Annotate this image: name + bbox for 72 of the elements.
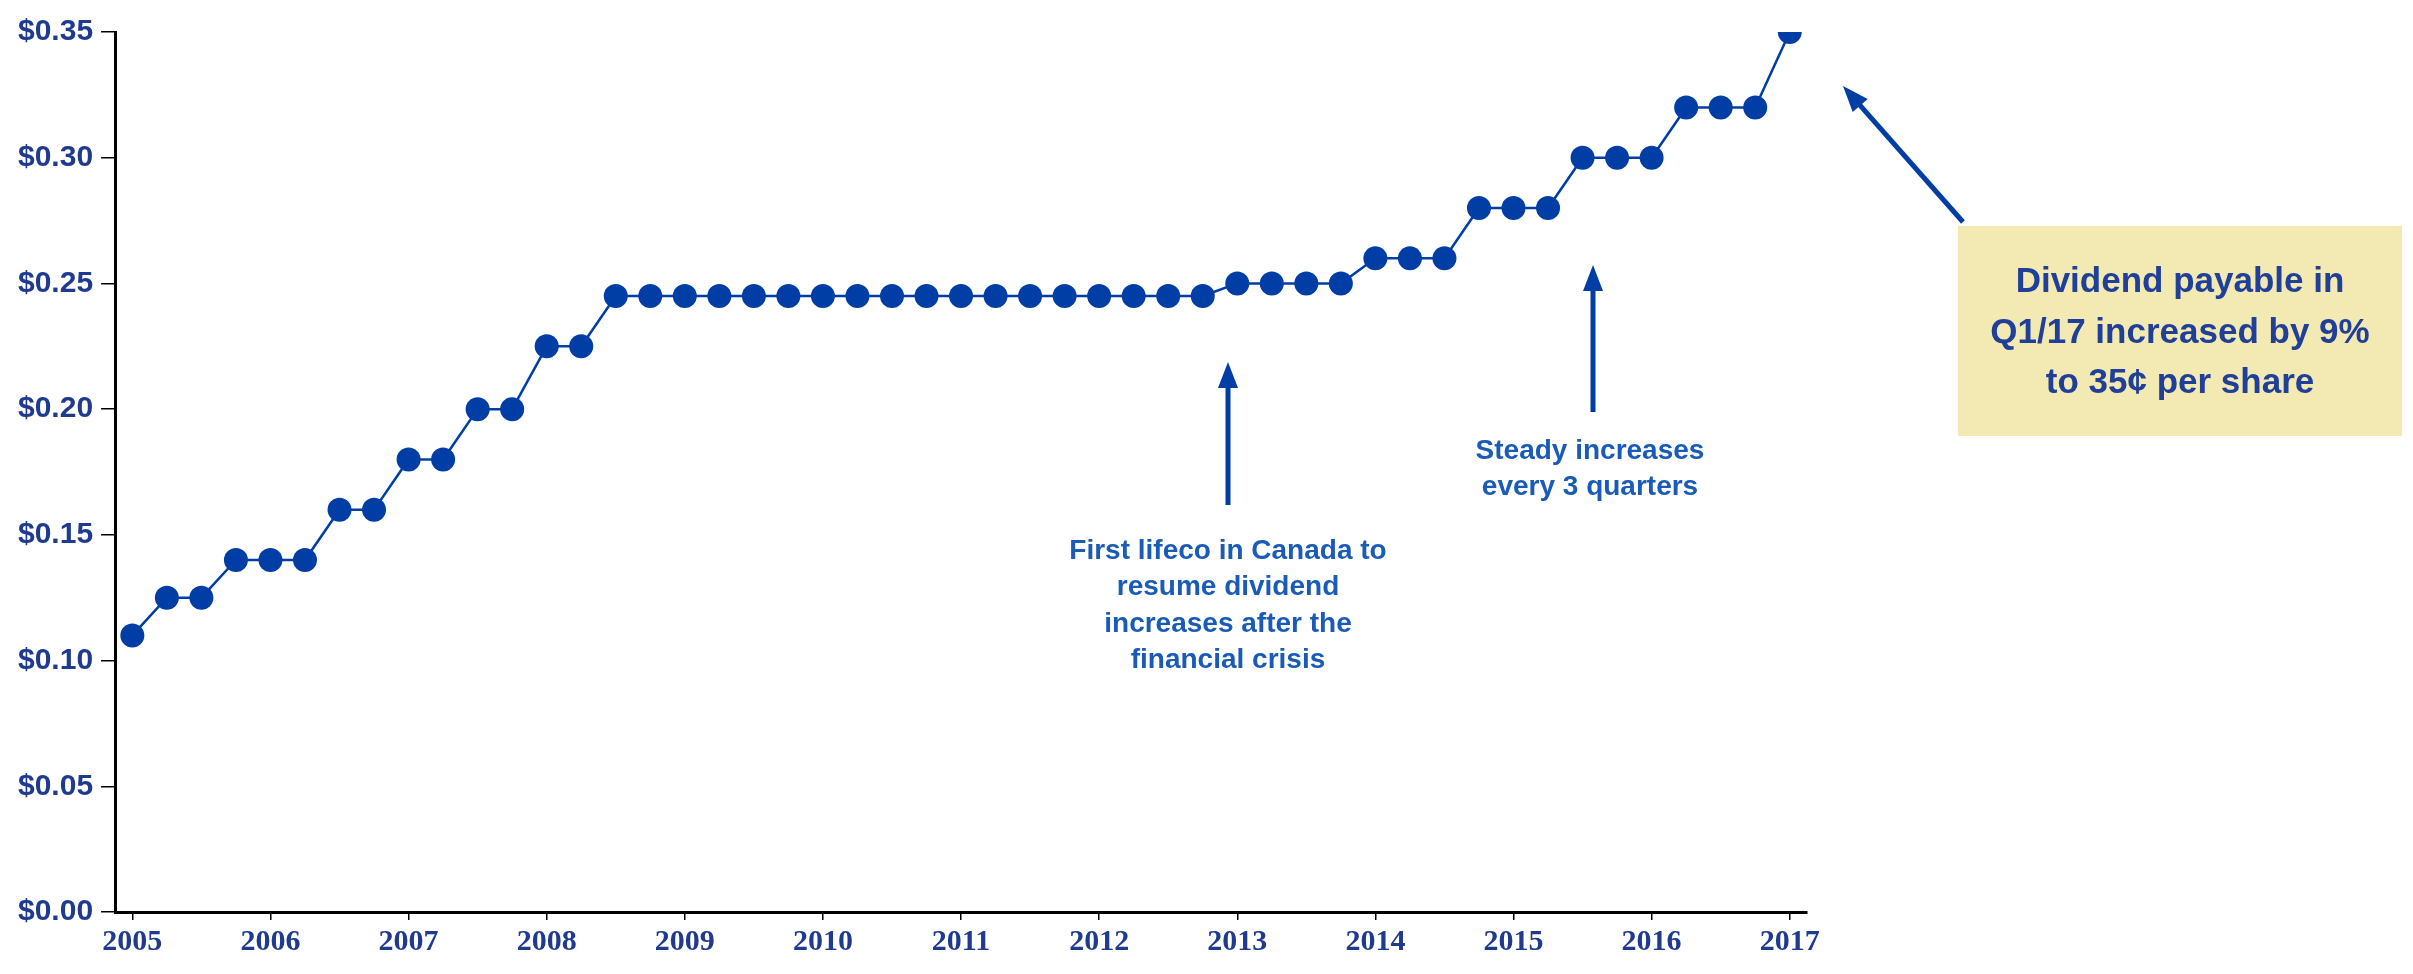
- x-tick-label: 2007: [378, 922, 439, 956]
- point: [1259, 271, 1284, 296]
- point: [258, 548, 283, 572]
- x-tick-label: 2017: [1759, 922, 1820, 956]
- point: [569, 334, 594, 359]
- point: [949, 284, 974, 308]
- y-tick-label: $0.00: [18, 893, 94, 927]
- point: [707, 284, 732, 308]
- point: [672, 284, 697, 308]
- point: [500, 397, 525, 422]
- x-tick-label: 2016: [1621, 922, 1682, 956]
- point: [776, 284, 801, 308]
- point: [1190, 284, 1215, 308]
- y-tick-label: $0.30: [18, 138, 94, 172]
- x-tick-label: 2011: [931, 922, 991, 956]
- point: [465, 397, 490, 422]
- point: [223, 548, 248, 572]
- point: [534, 334, 559, 359]
- point: [189, 585, 214, 610]
- point: [741, 284, 766, 308]
- point: [983, 284, 1008, 308]
- point: [879, 284, 904, 308]
- point: [1225, 271, 1250, 296]
- point: [1294, 271, 1319, 296]
- x-tick-label: 2014: [1345, 922, 1406, 956]
- point: [1708, 95, 1733, 120]
- x-tick-label: 2015: [1483, 922, 1544, 956]
- y-tick-label: $0.15: [18, 516, 94, 550]
- point: [396, 447, 421, 472]
- point: [1674, 95, 1699, 120]
- annotation: First lifeco in Canada to resume dividend increases after the financial crisis: [1068, 533, 1388, 677]
- point: [1363, 246, 1388, 271]
- point: [1639, 145, 1664, 170]
- y-tick-label: $0.25: [18, 264, 94, 298]
- x-tick-label: 2006: [240, 922, 301, 956]
- point: [292, 548, 317, 572]
- point: [1397, 246, 1422, 271]
- point: [1087, 284, 1112, 308]
- text: Dividend payable in Q1/17 increased by 9% to 35¢ per share: [1958, 226, 2402, 436]
- point: [431, 447, 456, 472]
- x-tick-label: 2012: [1069, 922, 1130, 956]
- x-tick-label: 2008: [516, 922, 577, 956]
- point: [1432, 246, 1457, 271]
- point: [1121, 284, 1146, 308]
- point: [914, 284, 939, 308]
- point: [1570, 145, 1595, 170]
- point: [362, 497, 387, 522]
- point: [638, 284, 663, 308]
- point: [603, 284, 628, 308]
- point: [327, 497, 352, 522]
- annotation: Steady increases every 3 quarters: [1474, 433, 1706, 504]
- point: [1501, 196, 1526, 220]
- point: [1018, 284, 1043, 308]
- y-tick-label: $0.20: [18, 390, 94, 424]
- point: [845, 284, 870, 308]
- point: [1536, 196, 1561, 220]
- point: [120, 623, 145, 648]
- point: [1743, 95, 1768, 120]
- point: [1328, 271, 1353, 296]
- point: [1052, 284, 1077, 308]
- point: [154, 585, 179, 610]
- y-tick-label: $0.35: [18, 13, 94, 47]
- point: [1156, 284, 1181, 308]
- x-tick-label: 2013: [1207, 922, 1268, 956]
- y-tick-label: $0.10: [18, 641, 94, 675]
- x-tick-label: 2010: [792, 922, 853, 956]
- point: [810, 284, 835, 308]
- y-tick-label: $0.05: [18, 767, 94, 801]
- point: [1466, 196, 1491, 220]
- x-tick-label: 2009: [654, 922, 715, 956]
- x-tick-label: 2005: [102, 922, 163, 956]
- point: [1605, 145, 1630, 170]
